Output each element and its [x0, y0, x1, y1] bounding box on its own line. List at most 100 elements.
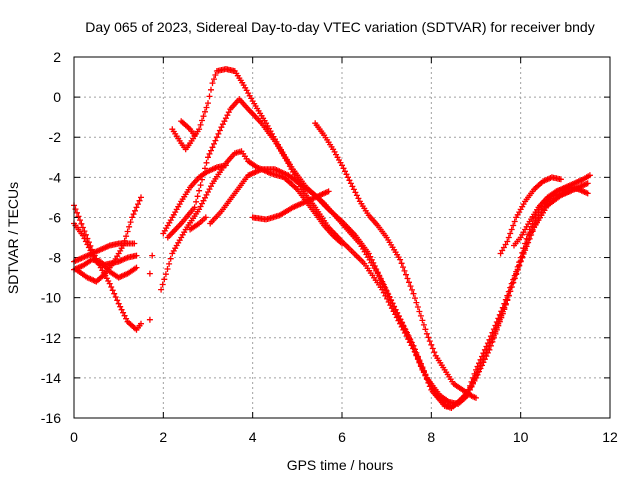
- data-point: [508, 284, 515, 290]
- data-point: [511, 275, 518, 282]
- data-point: [401, 325, 408, 332]
- data-point: [138, 194, 144, 201]
- data-point: [121, 237, 128, 244]
- data-point: [191, 132, 198, 139]
- data-point: [380, 281, 387, 288]
- series-track-12: [169, 66, 573, 407]
- data-point: [410, 290, 417, 297]
- data-point: [136, 197, 143, 204]
- data-point: [126, 223, 133, 230]
- data-point: [106, 280, 113, 287]
- data-point: [216, 127, 223, 134]
- data-point: [480, 356, 487, 363]
- data-point: [395, 312, 402, 319]
- data-point: [202, 214, 209, 221]
- x-tick-label: 6: [338, 429, 346, 445]
- data-point: [206, 150, 213, 157]
- data-point: [397, 316, 404, 323]
- data-point: [422, 326, 429, 333]
- data-point: [417, 363, 424, 370]
- data-point: [379, 278, 386, 285]
- data-point: [419, 317, 426, 324]
- data-point: [517, 258, 524, 265]
- data-point: [468, 382, 475, 389]
- data-point: [370, 259, 377, 266]
- data-point: [196, 126, 203, 133]
- y-tick-label: -2: [49, 129, 62, 145]
- chart-title: Day 065 of 2023, Sidereal Day-to-day VTE…: [85, 19, 594, 35]
- data-point: [114, 297, 121, 304]
- x-tick-labels: 0 2 4 6 8 10 12: [70, 429, 618, 445]
- data-point: [111, 290, 118, 297]
- data-point: [133, 252, 140, 259]
- plot-frame: [73, 56, 611, 419]
- data-point: [208, 147, 214, 154]
- data-point: [483, 349, 490, 356]
- data-point: [197, 182, 204, 189]
- data-point: [428, 341, 435, 348]
- data-point: [431, 349, 438, 356]
- data-point: [120, 242, 127, 249]
- data-point: [129, 214, 136, 221]
- y-tick-label: -6: [49, 209, 62, 225]
- data-point: [523, 243, 530, 250]
- data-point: [386, 294, 393, 301]
- data-point: [127, 219, 134, 226]
- data-point: [388, 297, 395, 304]
- data-point: [513, 271, 520, 278]
- data-point: [346, 177, 353, 184]
- series-track-11: [164, 96, 591, 411]
- data-point: [423, 330, 430, 337]
- data-point: [403, 328, 409, 335]
- data-point: [416, 359, 423, 366]
- series-track-18: [497, 174, 564, 257]
- data-point: [492, 328, 499, 335]
- series-track-19: [511, 172, 593, 249]
- data-point: [199, 117, 205, 124]
- data-point: [404, 275, 411, 282]
- data-point: [325, 188, 332, 195]
- data-point: [202, 108, 208, 115]
- data-point: [373, 266, 380, 273]
- x-tick-label: 8: [427, 429, 435, 445]
- data-point: [205, 100, 211, 107]
- data-point: [376, 272, 383, 279]
- data-point: [514, 267, 521, 273]
- data-point: [133, 204, 140, 211]
- data-point: [487, 339, 494, 346]
- data-point: [222, 162, 229, 169]
- data-point: [212, 137, 219, 144]
- data-point: [213, 134, 220, 141]
- x-tick-label: 12: [602, 429, 618, 445]
- data-point: [409, 341, 415, 348]
- series-track-8: [149, 252, 156, 259]
- data-point: [401, 267, 408, 274]
- series-track-13: [178, 118, 198, 139]
- series-track-14: [187, 214, 209, 233]
- data-point: [425, 334, 432, 341]
- y-tick-label: -14: [41, 370, 61, 386]
- data-point: [504, 296, 511, 303]
- data-point: [410, 345, 417, 352]
- data-point: [197, 121, 204, 128]
- data-point: [406, 279, 412, 286]
- data-point: [391, 303, 398, 310]
- data-point: [414, 356, 421, 363]
- data-point: [368, 256, 375, 263]
- data-point: [493, 324, 500, 331]
- y-tick-label: 2: [53, 49, 61, 65]
- series-track-6: [146, 316, 153, 323]
- data-point: [367, 253, 374, 260]
- data-point: [409, 286, 415, 293]
- data-point: [166, 260, 173, 267]
- plot-area: [71, 66, 593, 411]
- data-point: [112, 294, 119, 300]
- x-tick-label: 4: [249, 429, 257, 445]
- data-point: [499, 308, 506, 315]
- data-point: [74, 209, 80, 216]
- data-point: [398, 319, 405, 326]
- data-point: [470, 379, 476, 386]
- series-track-16: [249, 188, 332, 223]
- data-point: [377, 275, 384, 282]
